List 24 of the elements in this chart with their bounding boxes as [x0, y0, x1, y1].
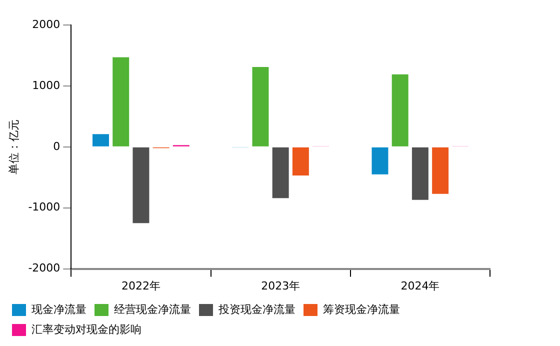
bar — [392, 74, 408, 146]
bar — [432, 147, 449, 194]
legend-label: 汇率变动对现金的影响 — [32, 322, 142, 336]
x-tick-label: 2022年 — [121, 279, 160, 292]
bar — [132, 147, 150, 224]
bar — [112, 57, 130, 146]
bar — [412, 147, 428, 200]
y-axis-title: 单位：亿元 — [7, 119, 20, 174]
x-tick-label: 2024年 — [400, 279, 440, 292]
bar — [92, 134, 110, 146]
y-tick-label: 2000 — [32, 18, 60, 31]
y-tick-label: 1000 — [32, 78, 60, 92]
bar — [292, 147, 309, 176]
legend-label: 经营现金净流量 — [114, 302, 191, 316]
x-tick-label: 2023年 — [261, 279, 300, 292]
legend-label: 现金净流量 — [32, 302, 86, 316]
legend-label: 筹资现金净流量 — [323, 302, 400, 316]
y-tick-label: 0 — [53, 140, 60, 153]
y-tick-label: -2000 — [28, 262, 60, 275]
legend-label: 投资现金净流量 — [218, 302, 296, 316]
bar — [272, 147, 289, 198]
bar — [372, 147, 388, 174]
y-tick-label: -1000 — [28, 200, 60, 214]
bar — [252, 67, 269, 146]
